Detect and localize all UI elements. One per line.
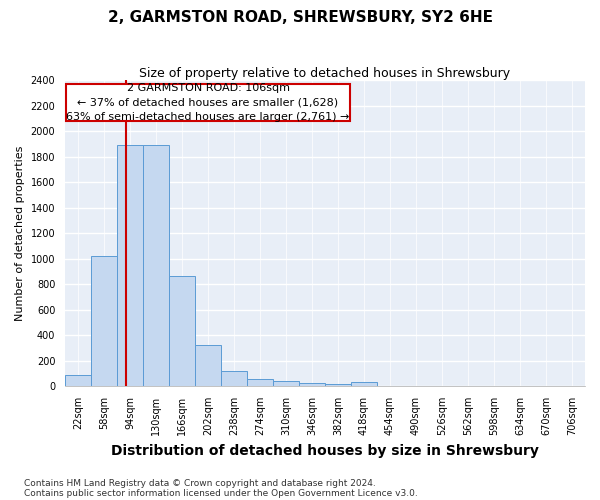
Bar xyxy=(299,383,325,386)
Y-axis label: Number of detached properties: Number of detached properties xyxy=(15,146,25,321)
X-axis label: Distribution of detached houses by size in Shrewsbury: Distribution of detached houses by size … xyxy=(111,444,539,458)
Bar xyxy=(351,382,377,386)
Text: 2 GARMSTON ROAD: 106sqm
← 37% of detached houses are smaller (1,628)
63% of semi: 2 GARMSTON ROAD: 106sqm ← 37% of detache… xyxy=(67,83,350,122)
FancyBboxPatch shape xyxy=(67,84,350,121)
Bar xyxy=(221,372,247,386)
Bar xyxy=(65,374,91,386)
Text: Contains HM Land Registry data © Crown copyright and database right 2024.: Contains HM Land Registry data © Crown c… xyxy=(24,478,376,488)
Title: Size of property relative to detached houses in Shrewsbury: Size of property relative to detached ho… xyxy=(139,68,511,80)
Text: 2, GARMSTON ROAD, SHREWSBURY, SY2 6HE: 2, GARMSTON ROAD, SHREWSBURY, SY2 6HE xyxy=(107,10,493,25)
Bar xyxy=(325,384,351,386)
Bar xyxy=(195,346,221,386)
Text: Contains public sector information licensed under the Open Government Licence v3: Contains public sector information licen… xyxy=(24,488,418,498)
Bar xyxy=(91,256,117,386)
Bar xyxy=(169,276,195,386)
Bar xyxy=(117,146,143,386)
Bar xyxy=(247,379,273,386)
Bar xyxy=(273,381,299,386)
Bar xyxy=(143,146,169,386)
